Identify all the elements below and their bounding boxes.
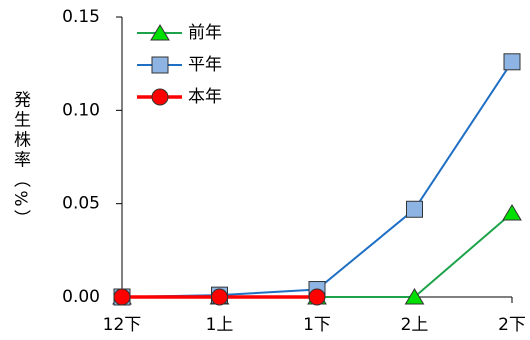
- legend-label: 本年: [188, 87, 222, 107]
- legend-marker: [150, 24, 170, 41]
- point: [406, 200, 423, 218]
- legend-label: 平年: [188, 55, 222, 75]
- x-tick-label: 1下: [303, 315, 331, 335]
- point: [503, 53, 521, 71]
- legend-marker: [151, 88, 169, 106]
- y-tick-label: 0.15: [62, 7, 100, 27]
- legend-label: 前年: [188, 23, 222, 43]
- x-tick-label: 2下: [498, 315, 526, 335]
- point: [502, 204, 522, 221]
- y-axis-label: 発生株率（%）: [10, 90, 31, 229]
- point: [308, 288, 326, 306]
- legend-marker: [151, 56, 169, 74]
- point: [113, 288, 131, 306]
- y-tick-label: 0.10: [62, 100, 100, 120]
- x-tick-label: 2上: [401, 315, 429, 335]
- point: [211, 288, 228, 306]
- point: [404, 288, 425, 305]
- y-tick-label: 0.00: [62, 287, 100, 307]
- x-tick-label: 1上: [206, 315, 234, 335]
- y-tick-label: 0.05: [62, 194, 100, 214]
- x-tick-label: 12下: [103, 315, 142, 335]
